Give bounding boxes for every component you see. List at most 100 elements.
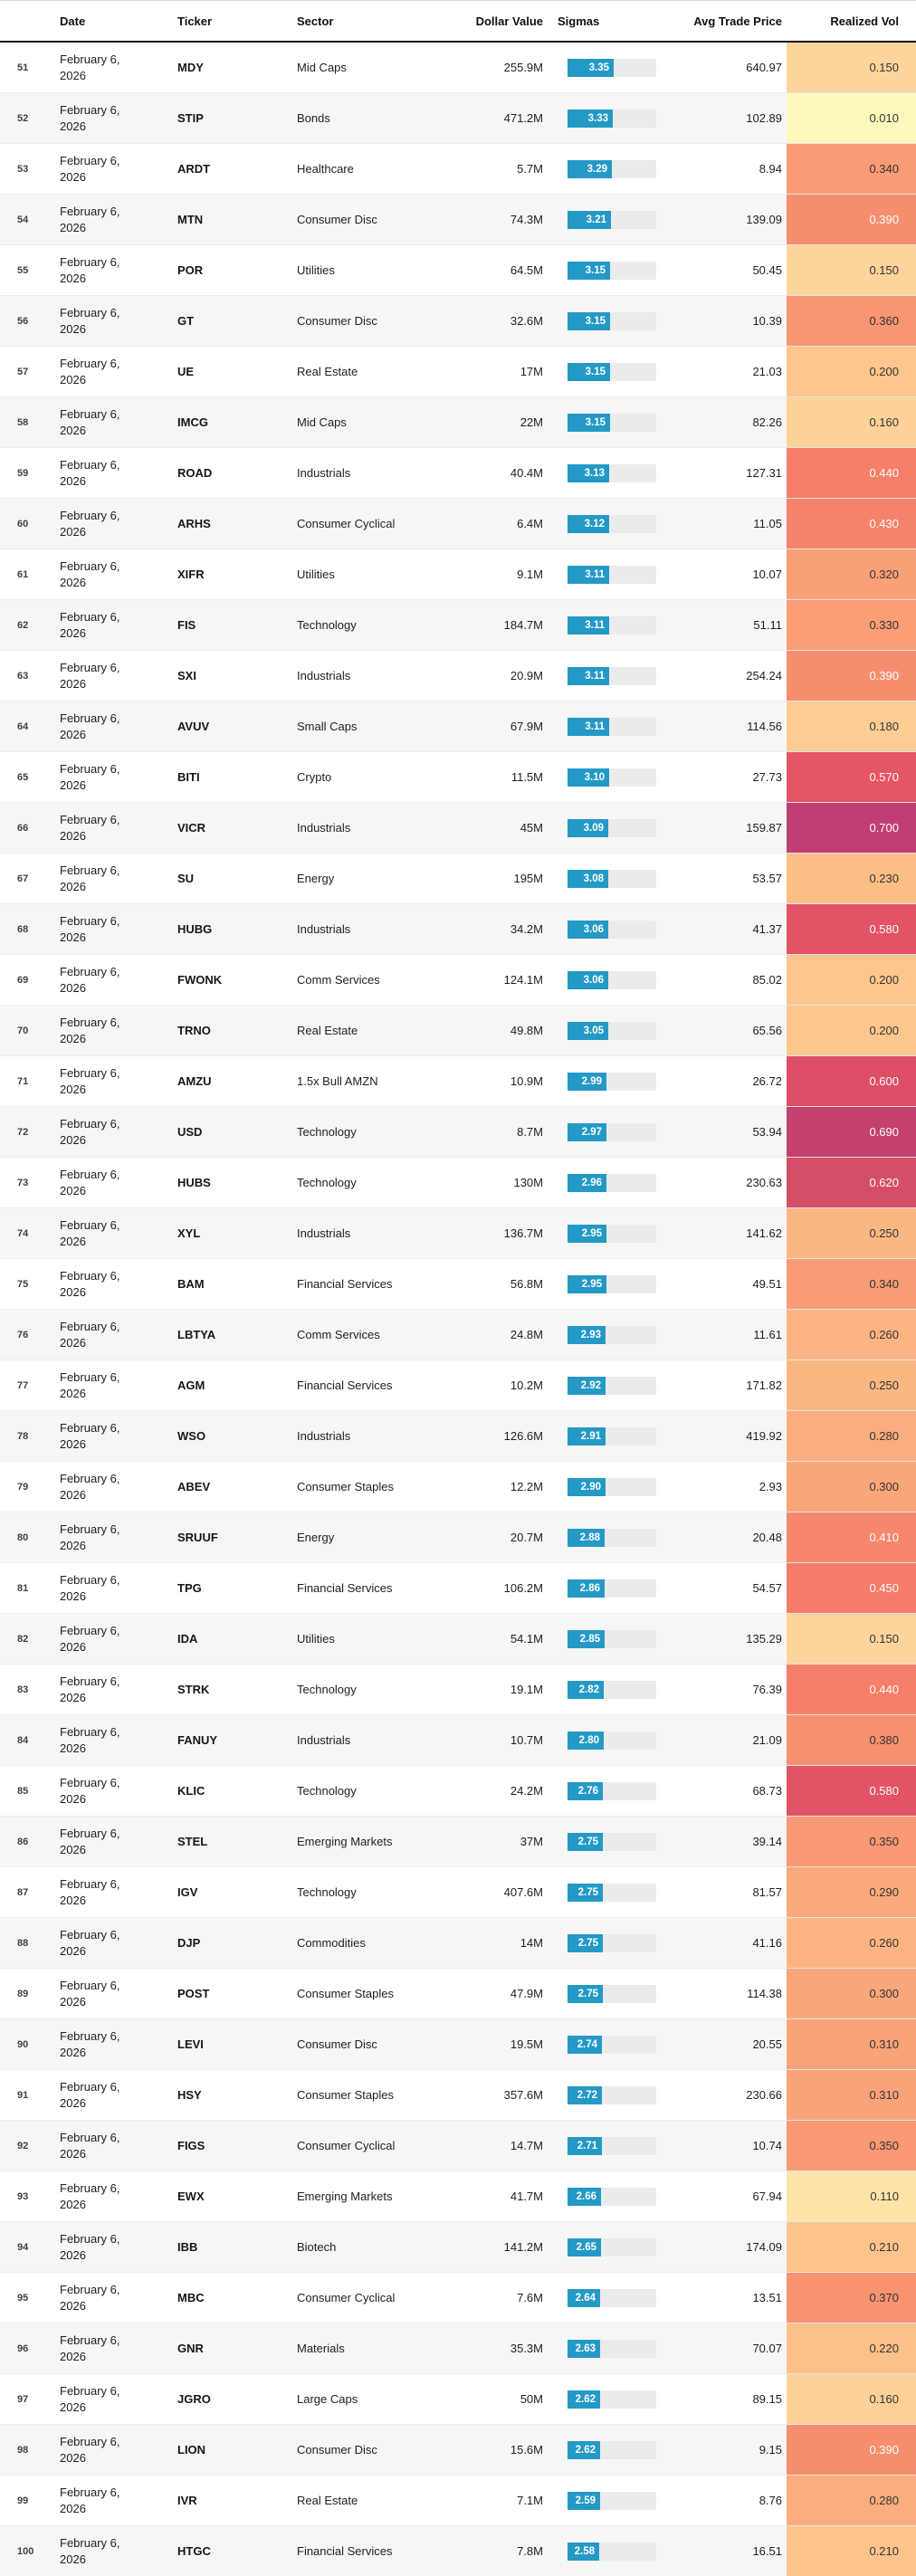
column-header-realized_vol[interactable]: Realized Vol bbox=[787, 1, 916, 43]
sigma-value: 3.13 bbox=[568, 464, 609, 482]
cell-date: February 6, 2026 bbox=[54, 448, 172, 499]
realized-vol-cell: 0.390 bbox=[787, 195, 916, 245]
cell-sigmas: 3.05 bbox=[552, 1006, 677, 1056]
realized-vol-cell: 0.700 bbox=[787, 803, 916, 854]
sigma-bar-fill: 2.99 bbox=[568, 1073, 606, 1091]
cell-row-number: 52 bbox=[0, 93, 54, 144]
cell-date: February 6, 2026 bbox=[54, 245, 172, 296]
column-header-sector[interactable]: Sector bbox=[291, 1, 416, 43]
cell-ticker: ARDT bbox=[172, 144, 291, 195]
sigma-bar-fill: 2.62 bbox=[568, 2390, 600, 2409]
date-text: February 6, 2026 bbox=[60, 406, 136, 439]
column-header-dollar_value[interactable]: Dollar Value bbox=[416, 1, 552, 43]
cell-date: February 6, 2026 bbox=[54, 2121, 172, 2171]
cell-date: February 6, 2026 bbox=[54, 651, 172, 701]
cell-date: February 6, 2026 bbox=[54, 1158, 172, 1208]
cell-sector: Industrials bbox=[291, 1208, 416, 1259]
cell-avg-trade-price: 10.39 bbox=[677, 296, 787, 347]
cell-ticker: STEL bbox=[172, 1817, 291, 1867]
column-header-ticker[interactable]: Ticker bbox=[172, 1, 291, 43]
cell-row-number: 90 bbox=[0, 2019, 54, 2070]
cell-avg-trade-price: 65.56 bbox=[677, 1006, 787, 1056]
cell-sector: Materials bbox=[291, 2323, 416, 2374]
sigma-bar-track: 3.15 bbox=[568, 262, 656, 280]
cell-dollar-value: 11.5M bbox=[416, 752, 552, 803]
realized-vol-cell: 0.160 bbox=[787, 397, 916, 448]
cell-row-number: 92 bbox=[0, 2121, 54, 2171]
cell-ticker: ARHS bbox=[172, 499, 291, 549]
cell-avg-trade-price: 230.63 bbox=[677, 1158, 787, 1208]
sigma-value: 3.08 bbox=[568, 870, 608, 888]
date-text: February 6, 2026 bbox=[60, 1268, 136, 1301]
cell-sector: Large Caps bbox=[291, 2374, 416, 2425]
sigma-bar-fill: 3.09 bbox=[568, 819, 608, 837]
realized-vol-cell: 0.310 bbox=[787, 2019, 916, 2070]
cell-row-number: 79 bbox=[0, 1462, 54, 1512]
cell-avg-trade-price: 159.87 bbox=[677, 803, 787, 854]
cell-dollar-value: 45M bbox=[416, 803, 552, 854]
cell-sigmas: 2.95 bbox=[552, 1259, 677, 1310]
cell-dollar-value: 471.2M bbox=[416, 93, 552, 144]
cell-row-number: 100 bbox=[0, 2526, 54, 2576]
column-header-avg_trade_price[interactable]: Avg Trade Price bbox=[677, 1, 787, 43]
column-header-sigmas[interactable]: Sigmas bbox=[552, 1, 677, 43]
cell-ticker: SRUUF bbox=[172, 1512, 291, 1563]
cell-ticker: AMZU bbox=[172, 1056, 291, 1107]
column-header-date[interactable]: Date bbox=[54, 1, 172, 43]
cell-date: February 6, 2026 bbox=[54, 600, 172, 651]
cell-date: February 6, 2026 bbox=[54, 1512, 172, 1563]
sigma-bar-fill: 2.75 bbox=[568, 1884, 603, 1902]
cell-date: February 6, 2026 bbox=[54, 1665, 172, 1715]
